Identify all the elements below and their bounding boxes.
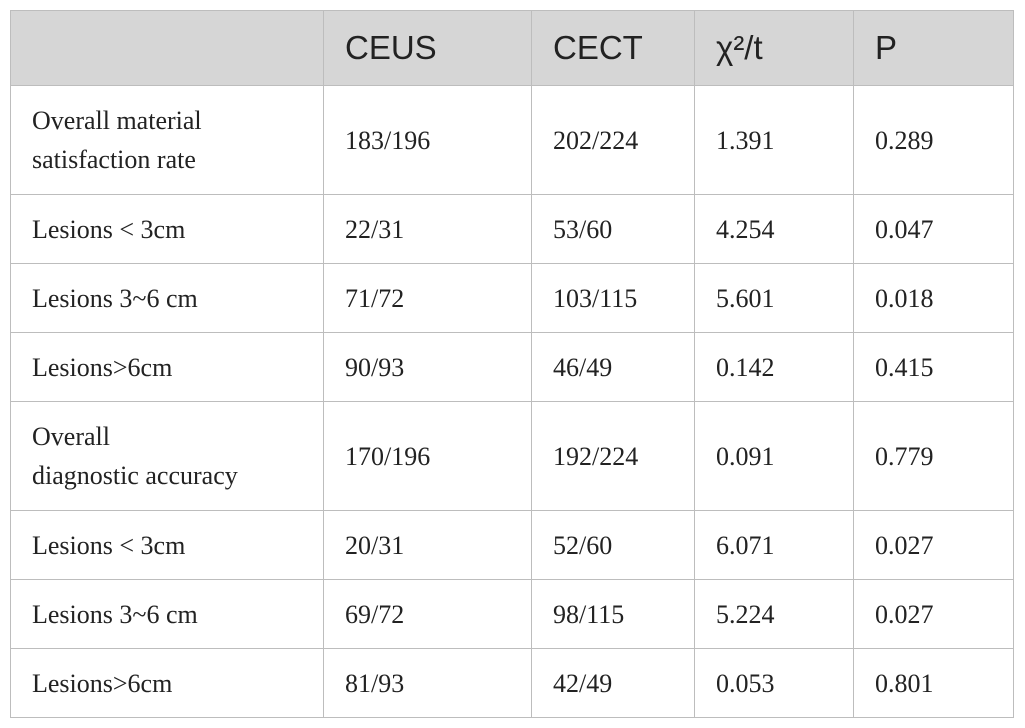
- table-cell: 42/49: [531, 648, 695, 718]
- row-label: Lesions>6cm: [10, 332, 324, 402]
- header-cell: [10, 10, 324, 86]
- row-label: Overall diagnostic accuracy: [10, 401, 324, 511]
- table-cell: 81/93: [323, 648, 532, 718]
- table-cell: 98/115: [531, 579, 695, 649]
- table-cell: 0.779: [853, 401, 1014, 511]
- table-row: Lesions < 3cm 20/31 52/60 6.071 0.027: [10, 510, 1014, 580]
- header-cell: CECT: [531, 10, 695, 86]
- results-table: CEUS CECT χ²/t P Overall material satisfact…: [10, 10, 1014, 718]
- table-cell: 0.027: [853, 579, 1014, 649]
- table-cell: 6.071: [694, 510, 854, 580]
- header-cell: CEUS: [323, 10, 532, 86]
- table-row: Lesions>6cm 81/93 42/49 0.053 0.801: [10, 648, 1014, 718]
- table-cell: 0.091: [694, 401, 854, 511]
- table-row: Lesions>6cm 90/93 46/49 0.142 0.415: [10, 332, 1014, 402]
- table-cell: 0.047: [853, 194, 1014, 264]
- table-cell: 0.289: [853, 85, 1014, 195]
- table-cell: 103/115: [531, 263, 695, 333]
- row-label: Lesions < 3cm: [10, 510, 324, 580]
- table-cell: 4.254: [694, 194, 854, 264]
- row-label: Lesions 3~6 cm: [10, 263, 324, 333]
- table-cell: 20/31: [323, 510, 532, 580]
- table-cell: 0.027: [853, 510, 1014, 580]
- table-cell: 5.224: [694, 579, 854, 649]
- table-cell: 0.053: [694, 648, 854, 718]
- table-cell: 0.415: [853, 332, 1014, 402]
- table-cell: 53/60: [531, 194, 695, 264]
- table-cell: 1.391: [694, 85, 854, 195]
- table-cell: 0.018: [853, 263, 1014, 333]
- header-row: CEUS CECT χ²/t P: [10, 10, 1014, 86]
- table-cell: 192/224: [531, 401, 695, 511]
- table-cell: 183/196: [323, 85, 532, 195]
- table-cell: 46/49: [531, 332, 695, 402]
- table-cell: 22/31: [323, 194, 532, 264]
- table-cell: 0.801: [853, 648, 1014, 718]
- table-row: Lesions 3~6 cm 71/72 103/115 5.601 0.018: [10, 263, 1014, 333]
- table-cell: 170/196: [323, 401, 532, 511]
- table-row: Overall diagnostic accuracy 170/196 192/22…: [10, 401, 1014, 511]
- table-cell: 90/93: [323, 332, 532, 402]
- header-cell: P: [853, 10, 1014, 86]
- table-row: Lesions < 3cm 22/31 53/60 4.254 0.047: [10, 194, 1014, 264]
- row-label: Overall material satisfaction rate: [10, 85, 324, 195]
- table-cell: 52/60: [531, 510, 695, 580]
- header-cell: χ²/t: [694, 10, 854, 86]
- table-cell: 202/224: [531, 85, 695, 195]
- row-label: Lesions < 3cm: [10, 194, 324, 264]
- row-label: Lesions 3~6 cm: [10, 579, 324, 649]
- table-cell: 71/72: [323, 263, 532, 333]
- table-cell: 5.601: [694, 263, 854, 333]
- table-row: Overall material satisfaction rate 183/19…: [10, 85, 1014, 195]
- table-row: Lesions 3~6 cm 69/72 98/115 5.224 0.027: [10, 579, 1014, 649]
- table-cell: 69/72: [323, 579, 532, 649]
- table-cell: 0.142: [694, 332, 854, 402]
- row-label: Lesions>6cm: [10, 648, 324, 718]
